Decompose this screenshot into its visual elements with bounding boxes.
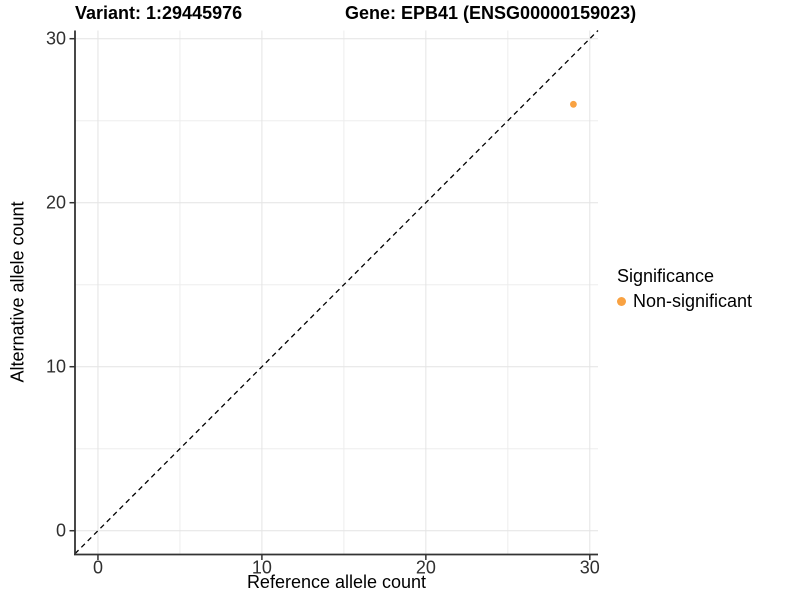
gene-title: Gene: EPB41 (ENSG00000159023) <box>345 3 637 23</box>
x-tick-label: 10 <box>252 558 272 578</box>
data-point <box>570 100 577 108</box>
y-tick-label: 0 <box>56 521 66 541</box>
x-tick-label: 20 <box>416 558 436 578</box>
legend-item: Non-significant <box>617 291 752 312</box>
legend-item-label: Non-significant <box>633 291 753 311</box>
legend-title: Significance <box>617 266 715 286</box>
y-axis-title: Alternative allele count <box>7 201 28 383</box>
x-tick-label: 30 <box>580 558 600 578</box>
y-tick-label: 10 <box>46 357 66 377</box>
y-tick-label: 20 <box>46 193 66 213</box>
x-axis-title: Reference allele count <box>246 572 427 592</box>
legend: Significance Non-significant <box>617 266 752 312</box>
variant-title: Variant: 1:29445976 <box>75 3 243 23</box>
legend-point-icon <box>617 297 626 306</box>
identity-dashed-line <box>74 30 599 555</box>
x-tick-label: 0 <box>93 558 103 578</box>
y-tick-label: 30 <box>46 29 66 49</box>
